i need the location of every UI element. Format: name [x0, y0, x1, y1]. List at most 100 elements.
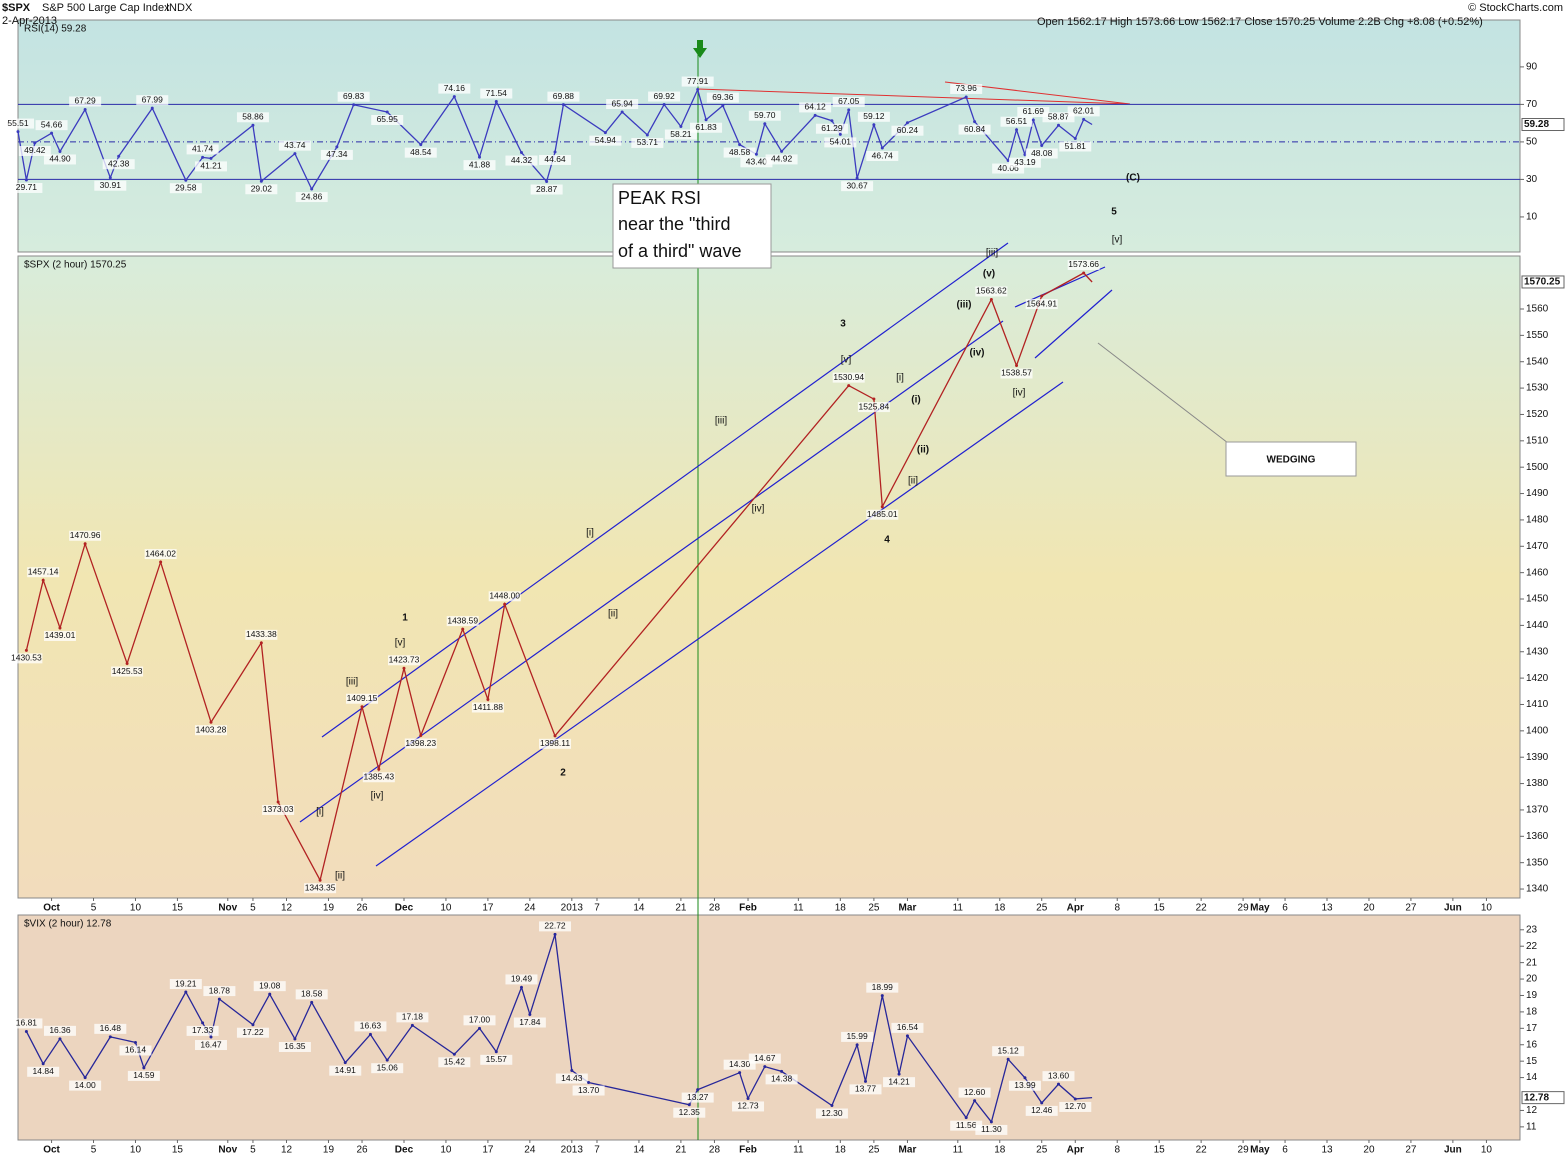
point-label-bg	[539, 921, 572, 932]
point-label-bg	[295, 192, 328, 203]
quote: Open 1562.17 High 1573.66 Low 1562.17 Cl…	[1037, 16, 1483, 28]
pivot	[352, 103, 356, 107]
pivot	[519, 985, 523, 989]
point-label: 14.84	[33, 1066, 55, 1076]
point-label-bg	[304, 883, 337, 894]
pivot	[1040, 1101, 1044, 1105]
callout-box	[612, 183, 772, 269]
point-label: 43.74	[284, 140, 306, 150]
pivot	[696, 88, 700, 92]
pivot	[754, 152, 758, 156]
x-tick-label: Oct	[43, 903, 60, 914]
pivot	[905, 1034, 909, 1038]
y-tick-label: 1350	[1526, 857, 1549, 868]
pivot	[553, 150, 557, 154]
point-label-bg	[10, 653, 43, 664]
pivot	[251, 1023, 255, 1027]
point-label-bg	[471, 702, 504, 713]
x-tick-label: 24	[524, 903, 536, 914]
pivot	[880, 146, 884, 150]
pivot	[310, 187, 314, 191]
point-label: 29.71	[16, 182, 38, 192]
wave-label: (C)	[1126, 173, 1140, 184]
pivot	[561, 103, 565, 107]
series-line	[25, 272, 1093, 883]
point-label-bg	[631, 137, 664, 148]
wave-label: (ii)	[917, 445, 929, 456]
point-label: 58.86	[242, 112, 264, 122]
point-label: 16.81	[16, 1018, 38, 1028]
y-tick-label: 16	[1526, 1039, 1538, 1050]
pivot	[587, 1081, 591, 1085]
y-tick-label: 30	[1526, 174, 1538, 185]
point-label: 14.67	[754, 1053, 776, 1063]
pivot	[1006, 159, 1010, 163]
x-tick-label: Mar	[899, 903, 917, 914]
point-label-bg	[446, 616, 479, 627]
point-label-bg	[505, 974, 538, 985]
point-label-bg	[404, 738, 437, 749]
x-tick-label: 28	[709, 1145, 721, 1156]
point-label: 12.35	[679, 1107, 701, 1117]
point-label-bg	[555, 1073, 588, 1084]
pivot	[108, 1035, 112, 1039]
point-label: 44.32	[511, 155, 533, 165]
point-label-bg	[706, 92, 739, 103]
point-label-bg	[950, 83, 983, 94]
point-label: 14.30	[729, 1059, 751, 1069]
y-tick-label: 1470	[1526, 541, 1549, 552]
point-label-bg	[43, 1025, 76, 1036]
x-tick-label: 5	[250, 1145, 256, 1156]
point-label-bg	[732, 1101, 765, 1112]
x-tick-label: 6	[1282, 1145, 1288, 1156]
x-tick-label: Nov	[218, 1145, 237, 1156]
pivot	[863, 1079, 867, 1083]
point-label: 1423.73	[389, 655, 420, 665]
wave-label: (v)	[983, 269, 995, 280]
pivot	[41, 1062, 45, 1066]
point-label: 44.64	[544, 154, 566, 164]
point-label-bg	[488, 591, 521, 602]
point-label: 64.12	[805, 102, 827, 112]
x-tick-label: 25	[868, 903, 880, 914]
point-label-bg	[748, 1053, 781, 1064]
wave-label: 1	[402, 613, 408, 624]
point-label-bg	[572, 1085, 605, 1096]
y-tick-label: 21	[1526, 957, 1538, 968]
pivot	[268, 992, 272, 996]
pivot	[1056, 123, 1060, 127]
x-tick-label: 2013	[561, 903, 584, 914]
pivot	[503, 602, 507, 606]
x-tick-label: 11	[793, 1145, 804, 1156]
x-tick-label: 11	[793, 903, 804, 914]
point-label: 69.92	[653, 91, 675, 101]
y-tick-label: 23	[1526, 924, 1538, 935]
pivot	[696, 1088, 700, 1092]
pivot	[838, 132, 842, 136]
point-label-bg	[245, 629, 278, 640]
pivot	[58, 626, 62, 630]
x-tick-label: Jun	[1444, 1145, 1462, 1156]
point-label-bg	[278, 1041, 311, 1052]
point-label: 1425.53	[112, 666, 143, 676]
point-label-bg	[438, 1057, 471, 1068]
pivot	[570, 1069, 574, 1073]
point-label-bg	[371, 114, 404, 125]
point-label-bg	[505, 155, 538, 166]
point-label: 41.74	[192, 144, 214, 154]
point-label-bg	[69, 530, 102, 541]
y-tick-label: 15	[1526, 1056, 1538, 1067]
point-label: 1409.15	[347, 693, 378, 703]
point-label: 67.05	[838, 96, 860, 106]
point-label: 17.00	[469, 1015, 491, 1025]
last-value-box	[1521, 118, 1565, 132]
point-label-bg	[127, 1070, 160, 1081]
point-label-bg	[883, 1077, 916, 1088]
x-tick-label: 15	[1154, 1145, 1166, 1156]
point-label-bg	[606, 99, 639, 110]
pivot	[133, 1040, 137, 1044]
point-label-bg	[866, 509, 899, 520]
y-tick-label: 1550	[1526, 330, 1549, 341]
point-label-bg	[992, 163, 1025, 174]
y-tick-label: 1490	[1526, 488, 1549, 499]
